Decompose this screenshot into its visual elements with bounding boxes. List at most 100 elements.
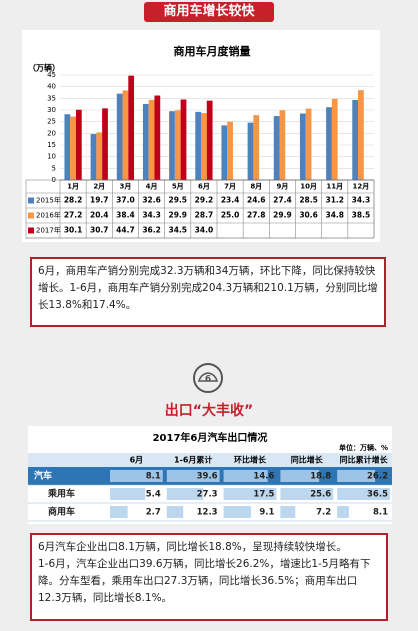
data-label: 34.3 (352, 196, 371, 205)
table-header-bg (28, 453, 392, 467)
cell-value: 18.8 (310, 472, 331, 482)
bar (195, 111, 202, 180)
data-label: 27.4 (273, 196, 292, 205)
summary-box: 6月，商用车产销分别完成32.3万辆和34万辆，环比下降，同比保持较快增长。1-… (30, 257, 386, 327)
bar (206, 100, 213, 180)
icon-label: 6 (205, 375, 211, 385)
x-tick-label: 1月 (67, 183, 79, 191)
cell-value: 5.4 (146, 490, 161, 500)
x-tick-label: 8月 (250, 183, 262, 191)
bar (70, 116, 76, 180)
cell-bar (110, 488, 146, 500)
icon-car (198, 372, 218, 382)
export-table: 2017年6月汽车出口情况 单位：万辆、% 6月 1-6月累计 环比增长 同比增长 同比… (28, 426, 392, 524)
legend-label: 2017年 (36, 226, 61, 235)
row-label: 商用车 (48, 506, 75, 518)
column-header: 环比增长 (234, 455, 267, 465)
bar (154, 95, 161, 180)
summary-box: 6月汽车企业出口8.1万辆，同比增长18.8%，呈现持续较快增长。 1-6月，汽… (30, 533, 388, 621)
y-tick-label: 25 (47, 118, 56, 126)
cell-bar (337, 506, 349, 518)
data-label: 34.0 (195, 226, 214, 235)
bar (299, 113, 306, 180)
cell-value: 2.7 (146, 508, 161, 518)
bar (142, 103, 149, 180)
data-label: 38.5 (352, 211, 371, 220)
bar (279, 110, 286, 180)
cell-value: 7.2 (316, 508, 331, 518)
data-label: 27.2 (64, 211, 83, 220)
data-label: 38.4 (116, 211, 135, 220)
y-tick-label: 40 (47, 83, 56, 91)
cell-bar (337, 488, 390, 500)
legend-swatch (28, 197, 34, 204)
row-label: 汽车 (34, 470, 52, 482)
cell-value: 39.6 (197, 472, 218, 482)
legend-label: 2016年 (36, 211, 61, 220)
x-tick-label: 2月 (93, 183, 105, 191)
x-tick-label: 11月 (326, 183, 343, 191)
data-label: 29.2 (195, 196, 214, 205)
cell-value: 27.3 (197, 490, 218, 500)
y-tick-label: 30 (47, 106, 56, 114)
data-label: 34.3 (142, 211, 161, 220)
bar (331, 98, 338, 180)
data-label: 44.7 (116, 226, 135, 235)
legend-label: 2015年 (36, 196, 61, 205)
column-header: 同比累计增长 (340, 455, 389, 465)
cell-bar (223, 488, 277, 500)
bar (227, 121, 233, 180)
bar (253, 115, 260, 180)
bar (102, 108, 108, 180)
y-tick-label: 20 (47, 129, 56, 137)
data-label: 19.7 (90, 196, 109, 205)
bar (122, 90, 129, 180)
cell-value: 9.1 (259, 508, 274, 518)
cell-bar (280, 506, 296, 518)
data-label: 30.7 (90, 226, 109, 235)
summary-text: 6月汽车企业出口8.1万辆，同比增长18.8%，呈现持续较快增长。 (38, 541, 347, 553)
bar (180, 99, 187, 180)
x-tick-label: 9月 (276, 183, 288, 191)
y-label: （万辆） (28, 63, 60, 73)
bar (326, 107, 332, 180)
legend-swatch (28, 227, 34, 234)
cell-value: 26.2 (367, 472, 388, 482)
bar (148, 99, 155, 180)
data-label: 37.0 (116, 196, 135, 205)
cell-bar (166, 488, 204, 500)
x-tick-label: 5月 (172, 183, 184, 191)
cell-bar (280, 488, 334, 500)
data-label: 34.8 (325, 211, 344, 220)
cell-value: 14.6 (253, 472, 274, 482)
bar (221, 125, 228, 180)
data-label: 25.0 (221, 211, 240, 220)
summary-text: 1-6月，汽车企业出口39.6万辆，同比增长26.2%，增速比1-5月略有下降。… (38, 558, 371, 604)
bar (116, 93, 123, 180)
y-tick-label: 35 (47, 94, 56, 102)
cell-value: 36.5 (367, 490, 388, 500)
bar (273, 116, 280, 180)
bar (174, 110, 181, 180)
x-tick-label: 4月 (146, 183, 158, 191)
header-title: 商用车增长较快 (144, 2, 274, 22)
summary-text: 6月，商用车产销分别完成32.3万辆和34万辆，环比下降，同比保持较快增长。1-… (38, 265, 378, 311)
x-tick-label: 3月 (119, 183, 131, 191)
column-header: 1-6月累计 (174, 455, 212, 465)
data-label: 28.2 (64, 196, 83, 205)
data-label: 24.6 (247, 196, 266, 205)
data-label: 36.2 (142, 226, 161, 235)
bar (128, 75, 135, 180)
icon: 6 (193, 363, 223, 393)
column-header: 同比增长 (291, 455, 324, 465)
cell-bar (337, 470, 376, 482)
chart: 商用车月度销量 （万辆） 0510152025303540452015年2016… (22, 30, 380, 242)
bar (96, 132, 103, 180)
data-label: 31.2 (325, 196, 344, 205)
data-label: 29.9 (168, 211, 187, 220)
cell-value: 17.5 (253, 490, 274, 500)
data-label: 23.4 (221, 196, 240, 205)
cell-bar (280, 470, 320, 482)
table-title: 2017年6月汽车出口情况 (153, 431, 268, 444)
